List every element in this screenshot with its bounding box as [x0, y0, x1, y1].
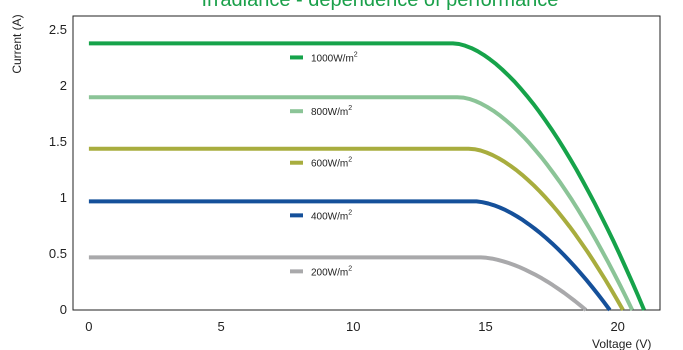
x-axis-ticks: 0 5 10 15 20 — [85, 319, 625, 334]
series-lines — [88, 41, 646, 312]
y-axis-ticks: 0 0.5 1 1.5 2 2.5 — [49, 22, 67, 317]
legend-item-600: 600W/m2 — [290, 157, 352, 170]
series-line-800 — [88, 95, 635, 311]
legend-label: 800W/m2 — [311, 105, 352, 118]
chart-title: Irradiance - dependence of performance — [202, 0, 559, 11]
plot-frame — [72, 15, 661, 311]
x-tick-label: 20 — [610, 319, 624, 334]
legend-item-200: 200W/m2 — [290, 265, 352, 278]
y-tick-label: 1 — [60, 190, 67, 205]
legend-label: 1000W/m2 — [311, 51, 358, 64]
legend-label: 200W/m2 — [311, 265, 352, 278]
y-tick-label: 0.5 — [49, 246, 67, 261]
series-line-1000 — [88, 41, 646, 311]
y-axis-title: Current (A) — [10, 14, 24, 73]
y-tick-label: 0 — [60, 302, 67, 317]
y-tick-label: 1.5 — [49, 134, 67, 149]
series-line-400 — [88, 199, 612, 312]
x-axis-title: Voltage (V) — [592, 337, 651, 350]
x-tick-label: 10 — [346, 319, 360, 334]
x-tick-label: 15 — [478, 319, 492, 334]
legend-label: 600W/m2 — [311, 157, 352, 170]
legend: 1000W/m2 800W/m2 600W/m2 400W/m2 200W/m2 — [290, 51, 358, 278]
x-tick-label: 0 — [85, 319, 92, 334]
legend-item-400: 400W/m2 — [290, 209, 352, 222]
y-tick-label: 2.5 — [49, 22, 67, 37]
x-tick-label: 5 — [217, 319, 224, 334]
legend-item-800: 800W/m2 — [290, 105, 352, 118]
series-line-600 — [88, 146, 625, 311]
series-line-200 — [88, 255, 588, 312]
y-tick-label: 2 — [60, 78, 67, 93]
legend-label: 400W/m2 — [311, 209, 352, 222]
legend-item-1000: 1000W/m2 — [290, 51, 358, 64]
